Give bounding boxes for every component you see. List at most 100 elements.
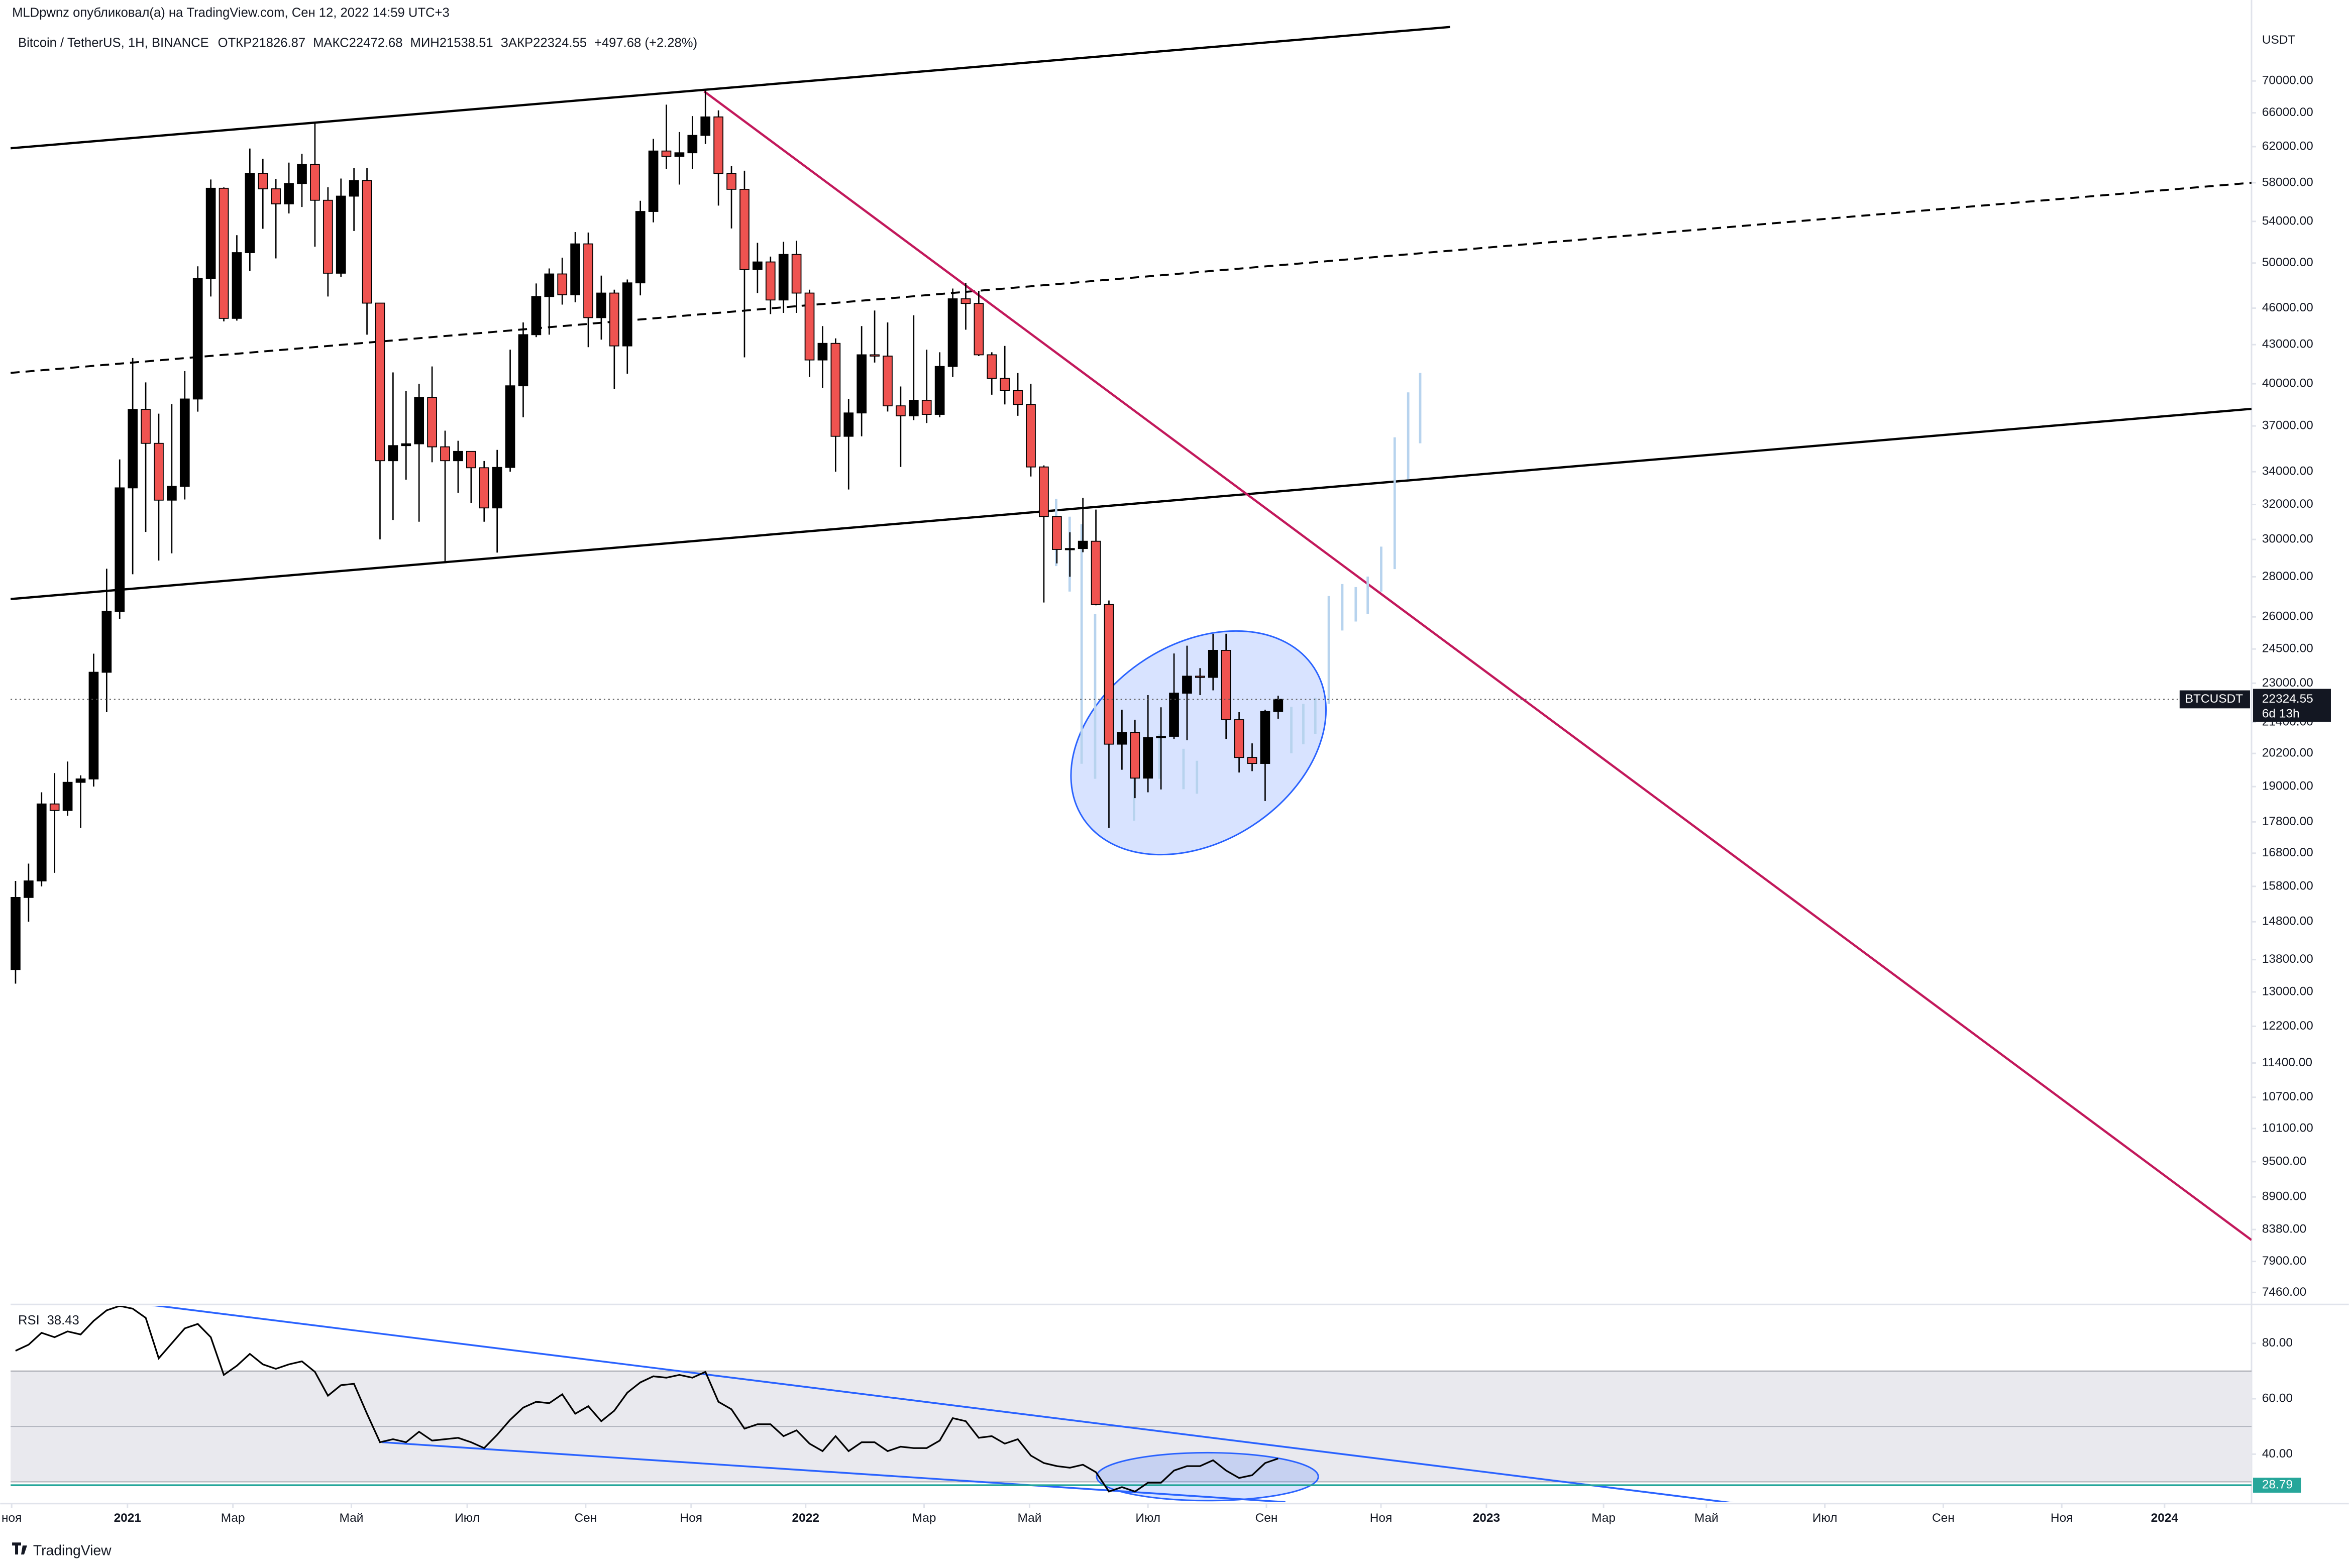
candle-body <box>830 343 841 437</box>
rsi-series <box>11 1306 2252 1493</box>
candle-body <box>1182 676 1192 694</box>
candle-body <box>245 173 255 253</box>
candle-body <box>75 778 86 783</box>
candle-body <box>635 211 646 284</box>
y-tick-label: 9500.00 <box>2262 1154 2306 1168</box>
candle-body <box>466 451 476 469</box>
x-tick-label: Ноя <box>2051 1511 2073 1525</box>
y-tick-label: 10700.00 <box>2262 1090 2313 1103</box>
candle-body <box>62 781 73 811</box>
candle-body <box>583 243 593 318</box>
y-tick-label: 15800.00 <box>2262 879 2313 892</box>
candle-body <box>36 803 47 881</box>
y-tick-label: 7460.00 <box>2262 1285 2306 1299</box>
y-tick-label: 19000.00 <box>2262 779 2313 793</box>
channel-bottom <box>11 407 2252 600</box>
x-tick-label: Июл <box>1135 1511 1160 1525</box>
candle-body <box>713 116 723 174</box>
y-tick-label: 16800.00 <box>2262 846 2313 859</box>
candle-body <box>362 180 372 304</box>
x-tick-label: Май <box>340 1511 364 1525</box>
candle-body <box>687 135 698 154</box>
last-price-box <box>2253 689 2331 722</box>
y-tick-label: 13000.00 <box>2262 984 2313 998</box>
ghost-bars <box>1055 373 1422 821</box>
x-tick-label: 2024 <box>2151 1511 2179 1525</box>
y-tick-label: 46000.00 <box>2262 301 2313 314</box>
y-tick-label: 50000.00 <box>2262 256 2313 269</box>
trend-line <box>703 90 2252 1241</box>
candle-body <box>622 282 632 347</box>
open-label: ОТКР <box>218 36 252 50</box>
x-tick-label: Мар <box>1591 1511 1616 1525</box>
candle-body <box>192 278 203 400</box>
candle-body <box>857 354 867 414</box>
candle-body <box>883 356 893 406</box>
y-tick-label: 12200.00 <box>2262 1019 2313 1033</box>
candle-body <box>518 334 528 387</box>
close-label: ЗАКР <box>501 36 533 50</box>
rsi-legend: RSI 38.43 <box>18 1313 79 1327</box>
candle-body <box>1000 378 1010 391</box>
x-tick-label: Сен <box>1932 1511 1955 1525</box>
rsi-trend-upper <box>151 1306 1733 1502</box>
candle-body <box>1195 676 1205 678</box>
candle-body <box>115 487 125 612</box>
candle-body <box>557 273 568 295</box>
brand-logo <box>12 1542 27 1555</box>
candle-body <box>791 254 802 294</box>
x-tick-label: ноя <box>2 1511 22 1525</box>
candle-body <box>609 292 619 347</box>
rsi-y-tick-label: 40.00 <box>2262 1447 2293 1461</box>
candle-body <box>765 261 776 301</box>
candle-body <box>101 611 112 673</box>
y-tick-label: 23000.00 <box>2262 676 2313 690</box>
candle-body <box>934 366 945 415</box>
rsi-ellipse <box>1096 1451 1319 1502</box>
y-tick-label: 10100.00 <box>2262 1121 2313 1135</box>
candle-body <box>1156 736 1166 738</box>
candle-body <box>1051 516 1062 550</box>
y-tick-label: 37000.00 <box>2262 419 2313 432</box>
candle-body <box>310 164 320 201</box>
x-tick-label: Май <box>1017 1511 1041 1525</box>
low-value: 21538.51 <box>440 36 493 50</box>
candle-body <box>896 405 906 416</box>
y-tick-label: 8380.00 <box>2262 1222 2306 1236</box>
symbol-label: BTCUSDT <box>2185 692 2243 706</box>
candle-body <box>492 467 502 509</box>
y-tick-label: 14800.00 <box>2262 915 2313 928</box>
rsi-level-box <box>2253 1478 2301 1493</box>
candle-body <box>1078 540 1088 549</box>
candle-body <box>1208 650 1218 678</box>
candle-body <box>505 385 515 468</box>
y-tick-label: 40000.00 <box>2262 377 2313 390</box>
x-tick-label: Мар <box>912 1511 936 1525</box>
rsi-level-label: 28.79 <box>2262 1478 2293 1492</box>
y-tick-label: 8900.00 <box>2262 1190 2306 1203</box>
candle-body <box>974 303 984 356</box>
countdown-label: 6d 13h <box>2262 707 2300 721</box>
y-tick-label: 34000.00 <box>2262 465 2313 478</box>
candle-body <box>817 343 828 361</box>
rsi-line <box>15 1306 1278 1493</box>
symbol-box <box>2179 690 2250 709</box>
candle-body <box>544 273 555 297</box>
y-tick-label: 7900.00 <box>2262 1254 2306 1268</box>
x-tick-label: Мар <box>221 1511 245 1525</box>
candle-body <box>1247 757 1257 764</box>
y-tick-label: 13800.00 <box>2262 952 2313 966</box>
candle-body <box>870 354 880 357</box>
candle-body <box>128 409 138 489</box>
candle-body <box>401 443 411 446</box>
candle-body <box>700 116 711 136</box>
candle-body <box>284 183 294 204</box>
candle-body <box>1117 732 1127 745</box>
candle-body <box>297 164 307 184</box>
y-tick-label: 70000.00 <box>2262 74 2313 87</box>
candle-body <box>960 298 971 304</box>
candle-body <box>1039 466 1049 517</box>
